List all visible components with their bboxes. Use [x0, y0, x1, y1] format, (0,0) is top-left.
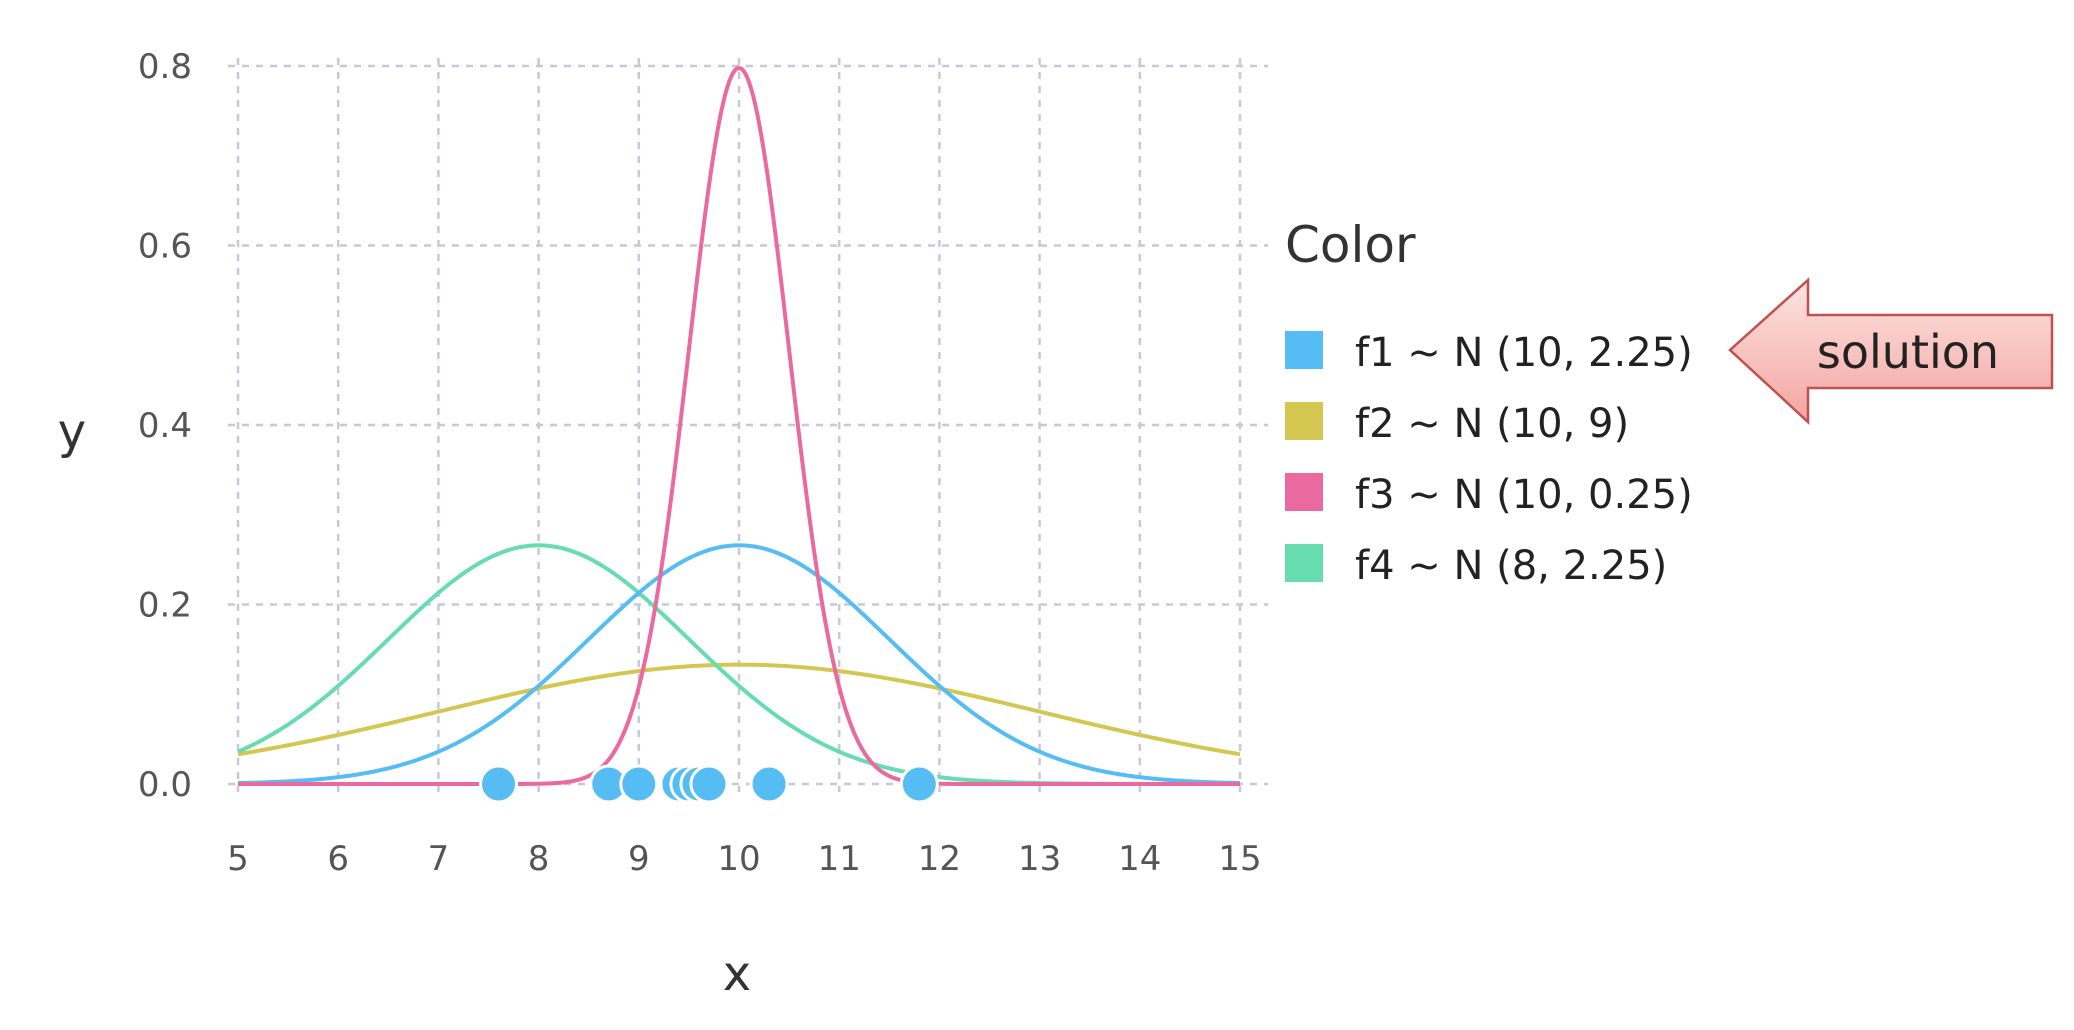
legend: Color f1 ~ N (10, 2.25) f2 ~ N (10, 9) f3 …	[1285, 216, 1693, 589]
legend-label: f4 ~ N (8, 2.25)	[1355, 543, 1667, 589]
y-tick-label: 0.8	[138, 47, 192, 87]
y-axis-title: y	[58, 404, 86, 460]
x-tick-label: 8	[528, 839, 550, 879]
x-tick-label: 13	[1018, 839, 1061, 879]
grid	[228, 58, 1268, 792]
x-tick-label: 15	[1218, 839, 1261, 879]
series-line-f2	[237, 662, 1241, 757]
y-tick-label: 0.0	[138, 765, 192, 805]
legend-swatch	[1285, 331, 1323, 369]
legend-title: Color	[1285, 216, 1416, 274]
x-tick-label: 12	[918, 839, 961, 879]
x-tick-label: 5	[227, 839, 249, 879]
x-tick-label: 6	[327, 839, 349, 879]
y-axis: 0.0 0.2 0.4 0.6 0.8	[138, 47, 192, 805]
legend-label: f3 ~ N (10, 0.25)	[1355, 472, 1693, 518]
series-line-f1	[237, 543, 1241, 786]
callout-arrow	[1728, 277, 2054, 425]
x-axis: 5 6 7 8 9 10 11 12 13 14 15	[227, 839, 1261, 879]
sample-point	[899, 764, 939, 804]
legend-swatch	[1285, 402, 1323, 440]
sample-point	[479, 764, 519, 804]
y-tick-label: 0.6	[138, 227, 192, 267]
x-tick-label: 11	[818, 839, 861, 879]
y-tick-label: 0.4	[138, 406, 192, 446]
callout-text: solution	[1817, 325, 1999, 379]
legend-swatch	[1285, 473, 1323, 511]
x-tick-label: 9	[628, 839, 650, 879]
series-lines	[237, 65, 1241, 786]
x-tick-label: 7	[428, 839, 450, 879]
sample-points	[479, 764, 939, 804]
legend-label: f2 ~ N (10, 9)	[1355, 401, 1629, 447]
solution-callout: solution	[1728, 277, 2054, 425]
sample-point	[619, 764, 659, 804]
x-axis-title: x	[723, 946, 751, 1002]
legend-swatch	[1285, 544, 1323, 582]
sample-point	[749, 764, 789, 804]
series-line-f3	[238, 65, 1240, 786]
x-tick-label: 10	[717, 839, 760, 879]
legend-label: f1 ~ N (10, 2.25)	[1355, 330, 1693, 376]
sample-point	[689, 764, 729, 804]
y-tick-label: 0.2	[138, 586, 192, 626]
x-tick-label: 14	[1118, 839, 1161, 879]
